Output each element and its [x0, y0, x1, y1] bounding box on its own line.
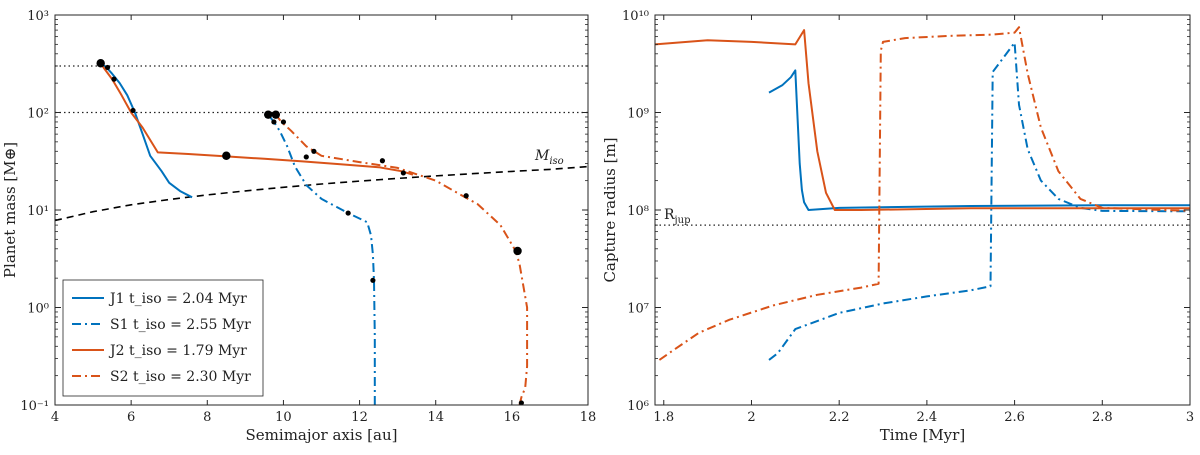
right-series-s2-line: [658, 26, 1190, 361]
left-marker-large: [96, 59, 105, 68]
right-y-tick-label: 10⁷: [627, 302, 649, 317]
left-marker-large: [222, 151, 231, 160]
right-x-tick-label: 3: [1186, 410, 1194, 425]
left-marker-small: [130, 107, 136, 114]
right-series-j1-line: [768, 69, 1190, 211]
right-y-tick-label: 10⁶: [627, 399, 649, 414]
left-x-tick-label: 4: [51, 410, 59, 425]
legend-box: [62, 279, 264, 397]
legend-label-s2: S2 t_iso = 2.30 Myr: [110, 369, 251, 385]
left-y-tick-label: 10²: [27, 107, 49, 122]
left-marker-large: [264, 110, 273, 119]
left-x-tick-label: 12: [351, 410, 368, 425]
left-x-tick-label: 8: [203, 410, 211, 425]
legend-label-j2: J2 t_iso = 1.79 Myr: [108, 343, 247, 359]
right-chart-panel: 1.8 2 2.2 2.4 2.6 2.8 3 10⁶ 10⁷ 10⁸ 10⁹ 10¹⁰ Time [M…: [601, 9, 1194, 444]
left-x-tick-label: 10: [275, 410, 292, 425]
right-plot-area: [655, 26, 1190, 361]
left-x-axis-label: Semimajor axis [au]: [246, 426, 398, 444]
left-y-tick-label: 10¹: [27, 204, 49, 219]
right-series-j2-line: [655, 29, 1190, 211]
left-marker-small: [104, 64, 111, 71]
right-x-tick-label: 2.6: [1004, 410, 1025, 425]
left-chart-panel: 4 6 8 10 12 14 16 18 10⁻¹ 10⁰ 10¹ 10² 10³ Semimajor a…: [1, 9, 596, 444]
legend: J1 t_iso = 2.04 Myr S1 t_iso = 2.55 Myr J2…: [62, 279, 264, 397]
left-x-tick-label: 6: [127, 410, 135, 425]
left-x-tick-label: 16: [504, 410, 521, 425]
right-y-tick-label: 10¹⁰: [622, 9, 649, 24]
right-x-tick-label: 2: [747, 410, 755, 425]
left-series-s1-line: [267, 114, 376, 405]
left-y-tick-label: 10⁻¹: [20, 399, 49, 414]
left-marker-small: [379, 158, 386, 164]
right-y-tick-label: 10⁸: [627, 204, 649, 219]
left-marker-small: [271, 119, 277, 125]
left-marker-small: [345, 210, 351, 216]
left-marker-small: [303, 154, 309, 160]
left-marker-small: [111, 76, 117, 82]
left-isolation-label: Miso: [534, 148, 564, 167]
right-series-s1-line: [768, 41, 1190, 361]
left-marker-small: [518, 400, 524, 405]
right-x-tick-label: 2.4: [917, 410, 938, 425]
legend-label-s1: S1 t_iso = 2.55 Myr: [110, 317, 251, 333]
right-x-tick-label: 2.2: [829, 410, 850, 425]
left-marker-small: [370, 277, 376, 283]
left-x-tick-label: 18: [580, 410, 597, 425]
left-isolation-mass-curve: [55, 165, 588, 222]
left-marker-small: [311, 148, 317, 154]
left-plot-area: [55, 59, 588, 405]
left-y-tick-label: 10³: [27, 9, 49, 24]
right-x-axis-label: Time [Myr]: [880, 426, 965, 444]
left-marker-small: [463, 193, 469, 199]
right-y-axis-label: Capture radius [m]: [601, 137, 619, 282]
legend-label-j1: J1 t_iso = 2.04 Myr: [108, 291, 247, 307]
left-marker-large: [271, 110, 281, 119]
left-marker-large: [513, 246, 522, 256]
left-marker-small: [400, 170, 406, 176]
left-y-axis-label: Planet mass [M⊕]: [1, 142, 19, 278]
right-x-tick-label: 1.8: [653, 410, 674, 425]
left-series-j2-line: [99, 62, 414, 176]
left-y-tick-label: 10⁰: [27, 302, 49, 317]
left-x-tick-label: 14: [427, 410, 444, 425]
left-marker-small: [280, 119, 287, 125]
left-series-s2-line: [275, 114, 529, 405]
right-y-tick-label: 10⁹: [627, 107, 649, 122]
right-rjup-label: Rjup: [664, 207, 691, 226]
right-x-tick-label: 2.8: [1092, 410, 1113, 425]
